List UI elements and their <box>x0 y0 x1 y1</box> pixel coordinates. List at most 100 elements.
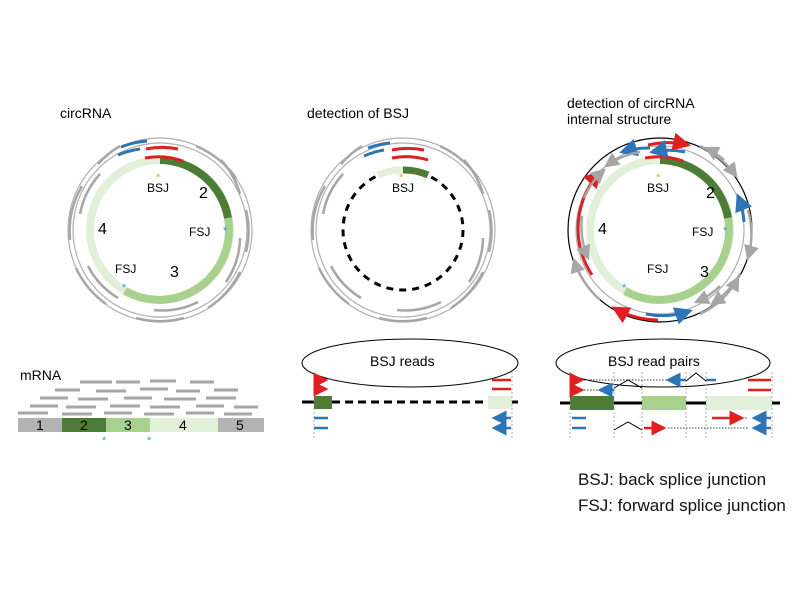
bsj-read-pairs-loop <box>555 338 771 388</box>
gray-read <box>311 185 327 241</box>
gray-read <box>396 300 442 312</box>
blue-read <box>367 141 391 150</box>
mrna-exon-label: 4 <box>179 417 187 433</box>
gray-read <box>86 265 119 300</box>
fsj-label: FSJ <box>647 262 668 276</box>
unknown-structure-dashed-ring <box>341 168 465 292</box>
fsj-star-icon: * <box>622 282 627 294</box>
bsj-star-icon: * <box>656 172 661 184</box>
exon-2-block <box>570 396 614 410</box>
mrna-exon-3 <box>106 418 150 432</box>
exon-4-block <box>488 396 512 409</box>
gray-read-arrow <box>744 209 759 261</box>
gray-read <box>340 144 363 165</box>
gray-read <box>135 316 185 323</box>
mrna-exon-label: 1 <box>36 417 44 433</box>
bsj-detection-panel-title: detection of BSJ <box>307 105 409 121</box>
bsj-star-icon: * <box>399 172 404 184</box>
bsj-label: BSJ <box>392 181 414 195</box>
bsj-label: BSJ <box>647 181 669 195</box>
exon-label: 3 <box>700 264 709 281</box>
gray-read-arrow <box>699 275 740 316</box>
mrna-exon-2 <box>62 418 106 432</box>
mrna-exon-4 <box>150 418 218 432</box>
circrna-circle-group: * * * BSJ FSJ FSJ 2 3 4 <box>67 137 253 323</box>
bsj-detection-circle-group: * BSJ <box>310 137 496 323</box>
fsj-star-icon: * <box>122 282 127 294</box>
red-read <box>391 155 429 162</box>
blue-read <box>120 139 148 149</box>
blue-read-arrow <box>649 140 686 158</box>
gray-read <box>450 271 485 310</box>
exon-label: 4 <box>98 221 107 238</box>
red-read-arrow <box>647 132 691 151</box>
fsj-star-icon: * <box>102 435 107 447</box>
structure-panel-title-line1: detection of circRNA <box>567 95 695 111</box>
outer-ring <box>315 142 491 318</box>
gray-read-arrow <box>576 215 590 261</box>
structure-panel-title-line2: internal structure <box>567 111 671 127</box>
red-read <box>391 146 425 152</box>
red-read <box>144 155 184 163</box>
gray-read-arrow <box>570 257 601 301</box>
legend-bsj: BSJ: back splice junction <box>578 470 767 489</box>
gray-read <box>97 144 121 165</box>
boundary-guides <box>569 372 773 440</box>
gray-read <box>487 209 493 253</box>
exon-4-block <box>706 396 772 410</box>
bsj-reads-title: BSJ reads <box>370 353 435 369</box>
mrna-exon-1 <box>18 418 62 432</box>
gray-read <box>78 173 101 215</box>
gray-read <box>74 267 107 306</box>
exon-label: 2 <box>199 185 208 202</box>
bsj-star-icon: * <box>156 172 161 184</box>
fsj-label: FSJ <box>189 225 210 239</box>
gray-read-arrow <box>693 285 721 304</box>
splice-caret <box>685 372 707 382</box>
gray-read <box>224 237 242 283</box>
gray-read <box>439 144 480 179</box>
gray-read <box>378 316 428 323</box>
circrna-panel-title: circRNA <box>60 105 112 121</box>
bsj-reads-loop <box>301 338 519 388</box>
gray-read <box>244 209 250 253</box>
structure-circle-group: * * * BSJ FSJ FSJ 2 3 4 <box>567 132 759 325</box>
bsj-read-pairs-group: BSJ read pairs <box>555 338 780 440</box>
exon-2-ring <box>159 156 232 219</box>
gray-read <box>467 237 485 283</box>
mrna-exon-5 <box>218 418 264 432</box>
gray-read <box>68 185 84 241</box>
exon-2-ring <box>659 156 732 219</box>
blue-read-arrow <box>619 138 651 157</box>
gray-read <box>220 159 242 195</box>
exon-3-ring <box>623 217 733 304</box>
gray-read-arrow <box>603 150 641 168</box>
fsj-star-icon: * <box>147 435 152 447</box>
bsj-read-pairs-title: BSJ read pairs <box>608 353 700 369</box>
bsj-label: BSJ <box>147 181 169 195</box>
fsj-star-icon: * <box>223 225 228 237</box>
gray-read-arrow <box>582 168 606 199</box>
gray-read <box>207 271 242 310</box>
exon-label: 2 <box>706 185 715 202</box>
fsj-label: FSJ <box>115 262 136 276</box>
red-read <box>145 145 179 151</box>
gray-read <box>463 159 485 195</box>
outer-ring <box>72 142 248 318</box>
gray-read <box>195 144 238 179</box>
gray-read <box>317 267 350 306</box>
legend-fsj: FSJ: forward splice junction <box>578 496 786 515</box>
blue-read-arrow <box>735 193 752 223</box>
gray-read-arrow <box>703 146 725 161</box>
exon-2-segment <box>402 166 430 179</box>
blue-read <box>363 148 385 158</box>
mrna-exon-label: 3 <box>124 417 132 433</box>
mrna-read-stack <box>18 379 258 416</box>
exon-label: 3 <box>170 264 179 281</box>
mrna-exon-label: 2 <box>80 417 88 433</box>
mrna-exon-label: 5 <box>236 417 244 433</box>
gray-read <box>321 173 344 215</box>
mrna-title: mRNA <box>20 367 62 383</box>
